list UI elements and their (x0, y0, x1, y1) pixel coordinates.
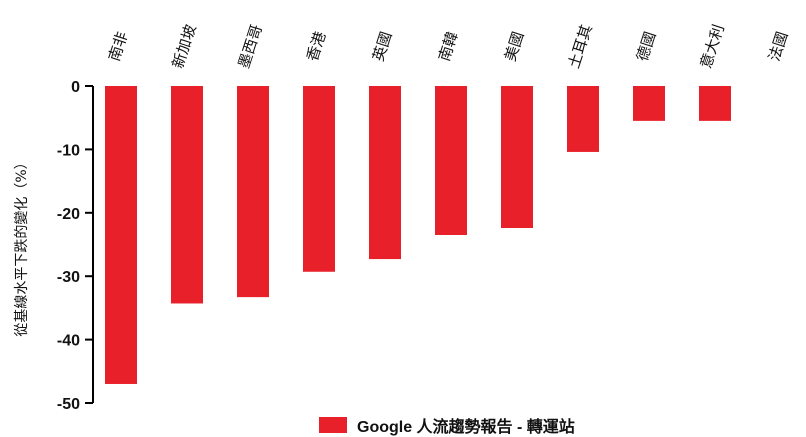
y-axis-title: 從基線水平下跌的變化（%） (13, 155, 30, 336)
bar (303, 86, 335, 272)
x-category-label: 土耳其 (565, 22, 596, 70)
y-tick-label: 0 (71, 79, 80, 96)
x-category-label: 南非 (105, 29, 131, 63)
legend: Google 人流趨勢報告 - 轉運站 (319, 417, 575, 436)
y-tick-label: -10 (57, 142, 80, 159)
bar (699, 86, 731, 121)
y-tick-label: -40 (57, 333, 80, 350)
x-category-label: 意大利 (697, 22, 728, 70)
bar (633, 86, 665, 121)
x-category-label: 南韓 (435, 29, 461, 63)
x-category-label: 法國 (765, 29, 791, 63)
y-axis: 0 -10 -20 -30 -40 -50 (57, 79, 94, 413)
y-tick-label: -30 (57, 269, 80, 286)
category-labels: 南非 新加坡 墨西哥 香港 英國 南韓 美國 土耳其 德國 意大利 法國 (105, 22, 791, 70)
legend-label: Google 人流趨勢報告 - 轉運站 (357, 417, 575, 436)
bar (369, 86, 401, 260)
bars (105, 86, 731, 384)
bar (435, 86, 467, 235)
y-tick-label: -50 (57, 396, 80, 413)
x-category-label: 德國 (633, 29, 659, 63)
bar (171, 86, 203, 304)
x-category-label: 墨西哥 (235, 22, 266, 70)
bar (237, 86, 269, 298)
x-category-label: 美國 (501, 29, 527, 63)
bar (567, 86, 599, 152)
y-tick-label: -20 (57, 206, 80, 223)
legend-swatch (319, 417, 347, 433)
bar (105, 86, 137, 384)
x-category-label: 英國 (369, 29, 395, 63)
x-category-label: 香港 (303, 29, 329, 63)
bar (501, 86, 533, 229)
x-category-label: 新加坡 (169, 22, 200, 70)
